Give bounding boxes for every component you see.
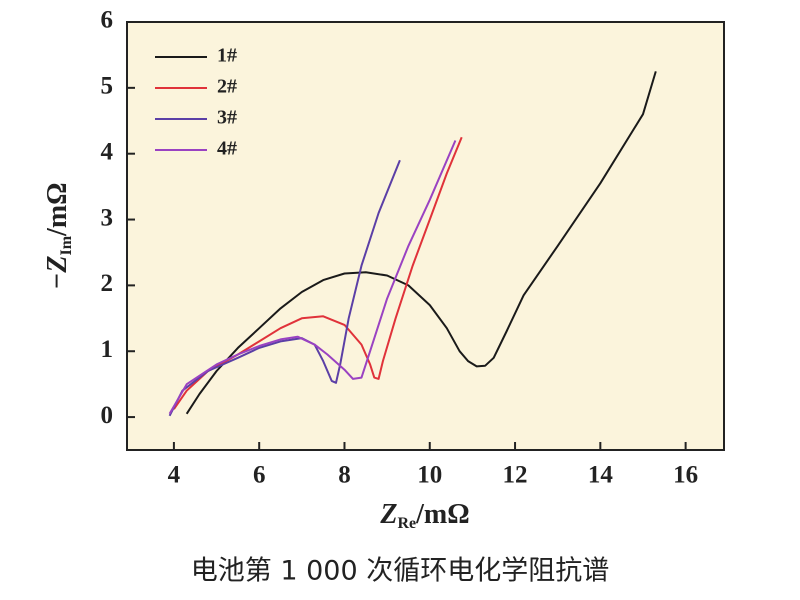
plot-area xyxy=(126,21,725,451)
y-axis-label-sub: Im xyxy=(58,235,75,255)
y-tick-label: 1 xyxy=(101,336,114,363)
data-line xyxy=(168,159,401,417)
x-axis-label: ZRe/mΩ xyxy=(379,499,469,531)
y-tick-label: 2 xyxy=(101,270,114,297)
y-tick-label: 3 xyxy=(101,204,114,231)
y-axis-label: −ZIm/mΩ xyxy=(42,182,74,289)
x-axis-label-sub: Re xyxy=(397,515,416,532)
x-axis-label-unit: /mΩ xyxy=(415,499,470,530)
x-tick-label: 8 xyxy=(338,462,351,489)
x-axis-label-main: Z xyxy=(379,499,397,530)
y-axis-label-main: −Z xyxy=(42,256,73,290)
y-tick-label: 0 xyxy=(101,402,114,429)
legend-label: 3# xyxy=(217,107,237,129)
y-tick-label: 4 xyxy=(101,138,114,165)
y-tick-label: 6 xyxy=(101,7,114,34)
x-tick-label: 14 xyxy=(588,462,614,489)
x-tick-label: 12 xyxy=(503,462,528,489)
legend-label: 2# xyxy=(217,76,237,98)
legend-label: 1# xyxy=(217,45,237,67)
y-tick-label: 5 xyxy=(101,73,114,100)
x-tick-label: 10 xyxy=(417,462,442,489)
x-tick-label: 16 xyxy=(673,462,698,489)
data-line xyxy=(185,71,657,415)
y-axis-label-unit: /mΩ xyxy=(42,182,73,237)
chart-title: 电池第 1 000 次循环电化学阻抗谱 xyxy=(191,556,609,587)
data-line xyxy=(168,140,457,415)
legend-label: 4# xyxy=(217,138,237,160)
x-tick-label: 6 xyxy=(253,462,266,489)
x-tick-label: 4 xyxy=(168,462,181,489)
